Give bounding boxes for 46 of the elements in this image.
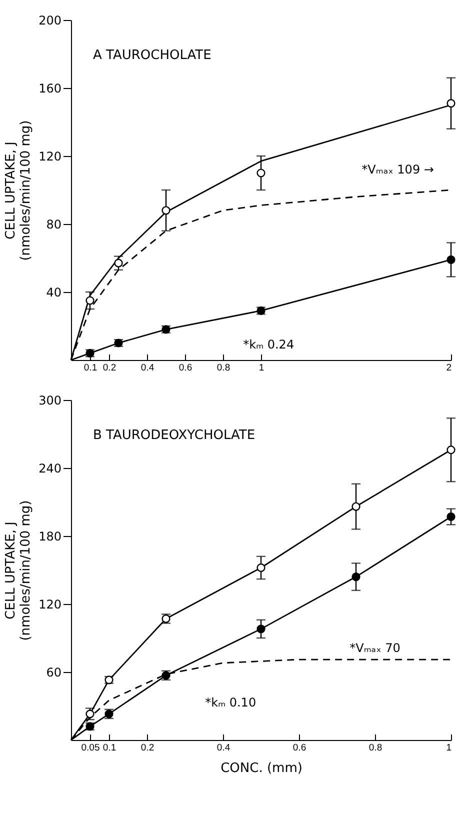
x-tick-label: 0.1	[102, 742, 116, 754]
y-tick-label: 60	[46, 666, 62, 680]
point	[256, 624, 266, 634]
point	[446, 255, 456, 264]
y-axis-title: CELL UPTAKE, J (nmoles/min/100 mg)	[4, 500, 34, 641]
y-tick-label: 180	[38, 530, 62, 544]
x-tick-label: 0.6	[292, 742, 306, 754]
x-tick-label: 2	[446, 362, 452, 374]
y-tick-label: 300	[38, 394, 62, 408]
y-tick-label: 120	[38, 150, 62, 164]
x-tick-label: 0.6	[178, 362, 192, 374]
annotation: *Vₘₐₓ 109 →	[362, 162, 434, 177]
x-tick-label: 1	[446, 742, 452, 754]
text: A TAUROCHOLATE	[93, 48, 212, 63]
point	[352, 502, 360, 511]
y-tick-label: 120	[38, 598, 62, 612]
point	[86, 710, 94, 718]
x-tick-label: 0.4	[216, 742, 230, 754]
y-tick-label: 160	[38, 82, 62, 96]
point	[446, 446, 456, 454]
y-tick-label: 200	[38, 14, 62, 28]
point	[162, 206, 170, 215]
point	[86, 296, 94, 305]
point	[446, 512, 456, 522]
x-tick-label: 0.8	[216, 362, 230, 374]
x-tick-label: 0.8	[368, 742, 382, 754]
annotation: *kₘ 0.10	[205, 696, 256, 710]
x-tick-label: 0.2	[140, 742, 154, 754]
y-tick-label: 240	[38, 462, 62, 476]
x-tick-label: 0.05	[81, 742, 100, 754]
point	[114, 258, 123, 268]
text: B TAURODEOXYCHOLATE	[93, 428, 256, 443]
point	[256, 168, 266, 178]
y-axis-title: CELL UPTAKE, J (nmoles/min/100 mg)	[4, 120, 34, 261]
x-tick-label: 0.1	[84, 362, 98, 374]
y-tick-label: 80	[46, 218, 62, 232]
annotation: *Vₘₐₓ 70	[350, 641, 400, 656]
x-tick-label: 1	[258, 362, 264, 374]
annotation: *kₘ 0.24	[243, 338, 294, 352]
x-axis-title: CONC. (mm)	[220, 761, 302, 776]
x-tick-label: 0.2	[102, 362, 116, 374]
point	[256, 563, 266, 572]
y-tick-label: 40	[46, 286, 62, 300]
point	[352, 572, 360, 582]
point	[446, 99, 456, 108]
x-tick-label: 0.4	[140, 362, 154, 374]
